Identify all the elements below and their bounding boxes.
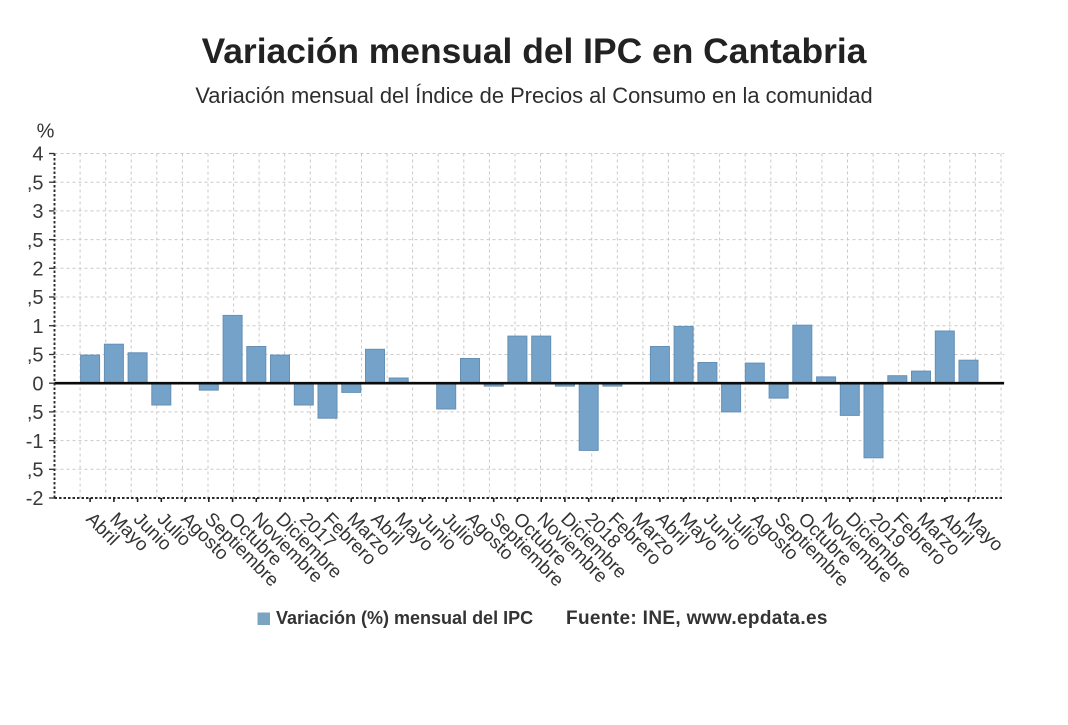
- svg-text:,5: ,5: [27, 460, 44, 482]
- svg-text:Variación mensual del IPC en C: Variación mensual del IPC en Cantabria: [202, 31, 867, 71]
- svg-text:-1: -1: [26, 431, 44, 453]
- svg-text:,5: ,5: [27, 402, 44, 424]
- svg-text:2: 2: [32, 259, 43, 281]
- svg-text:,5: ,5: [27, 287, 44, 309]
- svg-text:-2: -2: [26, 488, 44, 510]
- svg-text:,5: ,5: [27, 345, 44, 367]
- svg-text:4: 4: [32, 144, 43, 166]
- svg-text:Variación (%) mensual del IPC: Variación (%) mensual del IPC: [276, 608, 533, 628]
- svg-text:3: 3: [32, 201, 43, 223]
- svg-text:%: %: [37, 121, 55, 143]
- svg-text:,5: ,5: [27, 172, 44, 194]
- svg-text:0: 0: [32, 373, 43, 395]
- svg-text:Variación mensual del Índice d: Variación mensual del Índice de Precios …: [195, 83, 872, 108]
- svg-text:,5: ,5: [27, 230, 44, 252]
- svg-text:1: 1: [32, 316, 43, 338]
- svg-text:Fuente: INE, www.epdata.es: Fuente: INE, www.epdata.es: [566, 608, 828, 629]
